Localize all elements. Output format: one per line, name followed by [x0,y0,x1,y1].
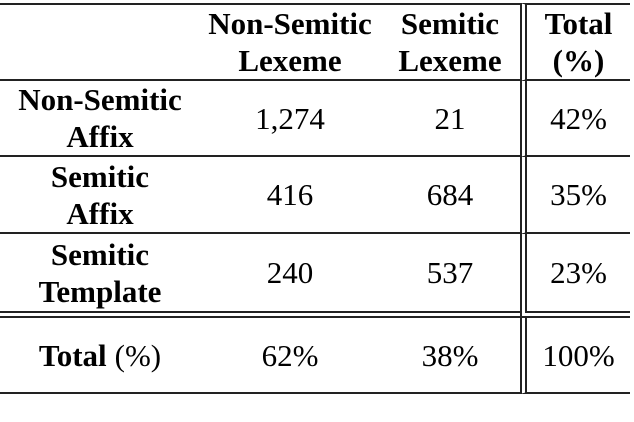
row-header-line: Non-Semitic [18,82,182,117]
double-rule-overhang [520,389,527,394]
row-header-total: Total (%) [0,318,200,394]
total-row: Total (%) 62% 38% 100% [0,318,630,394]
column-header-non-semitic-lexeme: Non-Semitic Lexeme [200,3,380,81]
table-row-non-semitic-affix: Non-Semitic Affix 1,274 21 42% [0,81,630,157]
column-header-semitic-lexeme: Semitic Lexeme [380,3,520,81]
row-header-line: Template [38,273,162,309]
cell-total: 42% [520,81,630,157]
paper-table-container: Non-Semitic Lexeme Semitic Lexeme Total … [0,3,630,394]
cell-column-total: 38% [380,318,520,394]
table-row-semitic-affix: Semitic Affix 416 684 35% [0,157,630,234]
cell-column-total: 62% [200,318,380,394]
cell-total: 35% [520,157,630,234]
header-row: Non-Semitic Lexeme Semitic Lexeme Total … [0,3,630,81]
row-header-line: Semitic [50,236,150,272]
row-header-line: Affix [66,195,134,231]
row-header-non-semitic-affix: Non-Semitic Affix [0,81,200,157]
column-header-line: Lexeme [238,43,342,78]
column-header-line: Total [544,6,613,41]
row-header-line: Affix [66,119,134,154]
cell-value: 240 [200,234,380,318]
column-header-line: Semitic [400,6,500,41]
cell-value: 21 [380,81,520,157]
cell-value: 684 [380,157,520,234]
table-row-semitic-template: Semitic Template 240 537 23% [0,234,630,318]
column-header-line: Non-Semitic [208,6,372,41]
header-empty-cell [0,3,200,81]
row-header-semitic-affix: Semitic Affix [0,157,200,234]
row-header-line: Semitic [50,158,150,194]
total-label-percent: (%) [114,337,162,373]
column-header-line: Lexeme [398,43,502,78]
cell-value: 1,274 [200,81,380,157]
cell-value: 416 [200,157,380,234]
morphology-results-table: Non-Semitic Lexeme Semitic Lexeme Total … [0,3,630,394]
row-header-semitic-template: Semitic Template [0,234,200,318]
column-header-total-percent: Total (%) [520,3,630,81]
cell-grand-total: 100% [520,318,630,394]
cell-value: 537 [380,234,520,318]
column-header-line: (%) [552,43,605,78]
cell-total: 23% [520,234,630,318]
total-label: Total [38,337,107,373]
